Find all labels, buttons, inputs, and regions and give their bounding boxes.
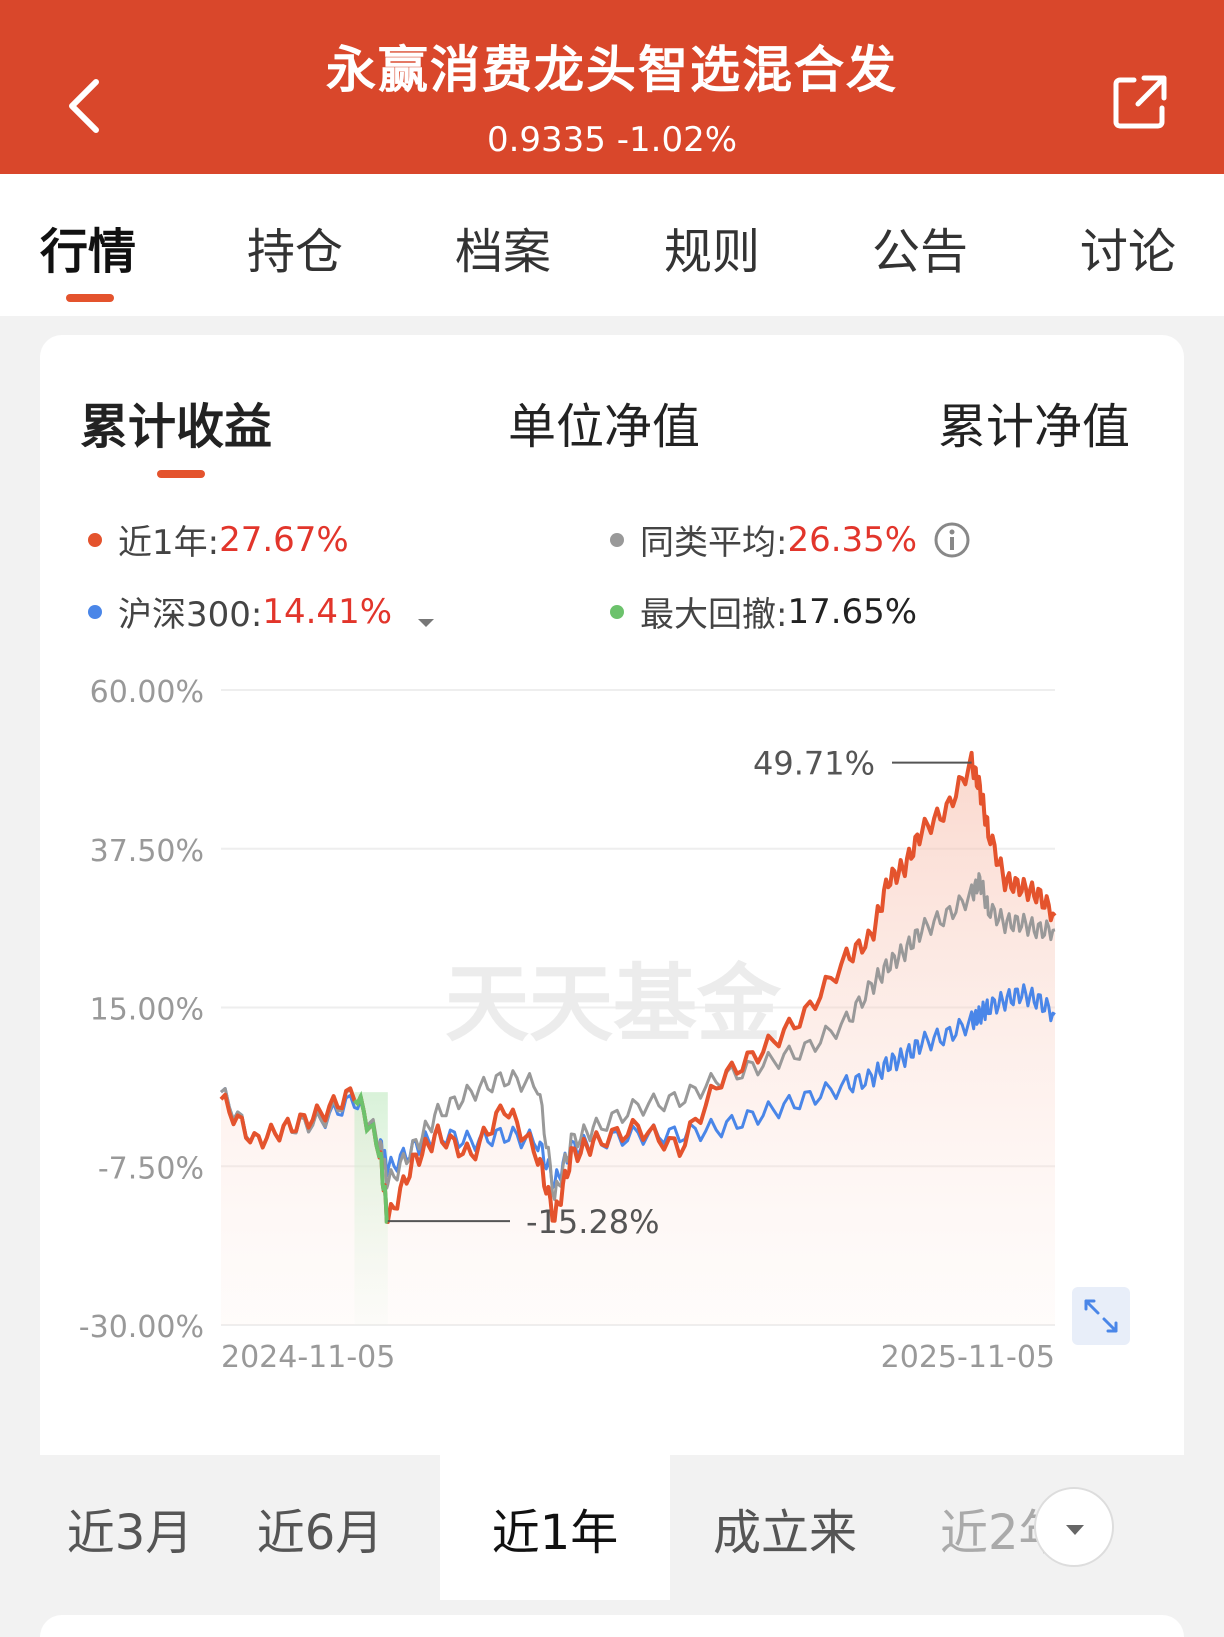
period-selector: 近3月 近6月 近1年 成立来 近2年 — [40, 1455, 1184, 1600]
subtab-unit-nav[interactable]: 单位净值 — [508, 399, 701, 455]
more-periods-button[interactable] — [1034, 1487, 1114, 1567]
y-tick-label: 60.00% — [90, 675, 204, 710]
fund-area — [221, 752, 1055, 1325]
y-tick-label: 37.50% — [90, 834, 204, 869]
period-3m[interactable]: 近3月 — [66, 1504, 194, 1561]
legend-peer-value: 26.35% — [787, 519, 918, 560]
active-subtab-indicator — [157, 470, 205, 478]
tab-holdings[interactable]: 持仓 — [247, 224, 344, 280]
min-label: -15.28% — [526, 1203, 660, 1241]
legend-peer: 同类平均: 26.35% — [610, 515, 971, 564]
expand-chart-button[interactable] — [1072, 1287, 1130, 1345]
active-tab-indicator — [66, 294, 114, 302]
legend-drawdown-value: 17.65% — [787, 591, 918, 632]
app-header: 永赢消费龙头智选混合发 0.9335 -1.02% — [0, 0, 1224, 174]
y-tick-label: -30.00% — [79, 1310, 204, 1345]
next-card — [40, 1615, 1184, 1637]
chevron-left-icon[interactable] — [62, 70, 112, 140]
return-chart[interactable]: 天天基金 49.71% -15.28% 60.00% 37.50% 15.00% -7.… — [40, 335, 1184, 1445]
legend-fund-value: 27.67% — [219, 519, 349, 560]
period-1y[interactable]: 近1年 — [440, 1455, 670, 1600]
caret-down-icon — [1066, 1525, 1084, 1535]
subtab-cumulative-return[interactable]: 累计收益 — [80, 399, 273, 455]
fund-nav-change: 0.9335 -1.02% — [486, 120, 738, 160]
performance-card: 累计收益 单位净值 累计净值 近1年: 27.67% 同类平均: 26.35% … — [40, 335, 1184, 1600]
expand-icon — [1084, 1299, 1118, 1333]
info-icon[interactable] — [933, 521, 971, 559]
tab-profile[interactable]: 档案 — [455, 224, 552, 280]
tab-discussion[interactable]: 讨论 — [1080, 224, 1177, 280]
chart-svg: 天天基金 49.71% -15.28% 60.00% 37.50% 15.00% -7.… — [79, 675, 1057, 1375]
legend-dot — [610, 604, 624, 619]
legend-index[interactable]: 沪深300: 14.41% — [88, 587, 436, 636]
x-label-end: 2025-11-05 — [881, 1340, 1055, 1375]
legend-dot — [610, 532, 624, 547]
watermark: 天天基金 — [445, 955, 782, 1053]
caret-down-icon[interactable] — [416, 602, 436, 627]
legend-dot — [88, 532, 102, 547]
legend-index-value: 14.41% — [262, 591, 393, 632]
legend-dot — [88, 604, 102, 619]
period-since-inception[interactable]: 成立来 — [712, 1504, 857, 1561]
period-6m[interactable]: 近6月 — [256, 1504, 384, 1561]
subtab-cumulative-nav[interactable]: 累计净值 — [938, 399, 1131, 455]
drawdown-band — [354, 1092, 388, 1325]
x-label-start: 2024-11-05 — [221, 1340, 395, 1375]
max-label: 49.71% — [753, 745, 875, 783]
y-tick-label: 15.00% — [90, 993, 204, 1028]
legend-fund: 近1年: 27.67% — [88, 515, 349, 564]
share-icon[interactable] — [1110, 72, 1170, 132]
page-title: 永赢消费龙头智选混合发 — [326, 41, 898, 99]
legend-drawdown: 最大回撤: 17.65% — [610, 587, 917, 636]
tab-market[interactable]: 行情 — [40, 224, 137, 280]
y-tick-label: -7.50% — [98, 1151, 204, 1186]
tab-rules[interactable]: 规则 — [664, 224, 761, 280]
tab-announcements[interactable]: 公告 — [872, 224, 969, 280]
drawdown-line — [353, 1090, 389, 1224]
main-tabs: 行情 持仓 档案 规则 公告 讨论 — [0, 174, 1224, 316]
